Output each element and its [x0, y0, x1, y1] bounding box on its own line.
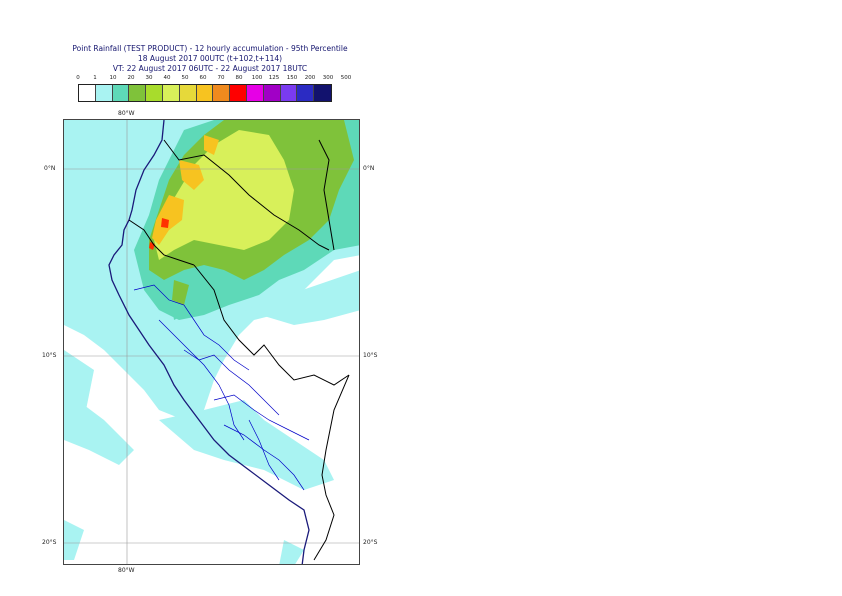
map-title-line3: VT: 22 August 2017 06UTC - 22 August 201…: [112, 64, 308, 73]
legend-tick-labels: 0 1 10 20 30 40 50 60 70 80 100 125 150 …: [0, 75, 842, 85]
legend-swatch-8: [213, 85, 231, 101]
legend-tick: 300: [322, 75, 334, 81]
legend-swatch-10: [246, 85, 264, 101]
legend-swatch-12: [280, 85, 298, 101]
border-ecuador-colombia-peru: [163, 139, 330, 251]
admin-line: [133, 284, 250, 371]
legend-tick: 10: [109, 75, 117, 81]
legend-tick: 200: [304, 75, 316, 81]
legend-swatch-13: [297, 85, 315, 101]
map-title-line1: Point Rainfall (TEST PRODUCT) - 12 hourl…: [72, 44, 348, 53]
longitude-label-bottom: 80°W: [118, 567, 135, 574]
legend-tick: 30: [145, 75, 153, 81]
legend-tick: 20: [127, 75, 135, 81]
rainfall-field-yellow: [154, 130, 294, 260]
rainfall-map: [63, 119, 360, 565]
legend-swatch-6: [179, 85, 197, 101]
legend-tick: 80: [235, 75, 243, 81]
admin-line: [223, 424, 305, 491]
latitude-label-0-left: 0°N: [44, 165, 56, 172]
map-grid: [64, 120, 359, 564]
admin-line: [213, 394, 310, 441]
legend-tick: 70: [217, 75, 225, 81]
admin-boundaries: [133, 284, 310, 491]
latitude-label-10-left: 10°S: [42, 352, 57, 359]
admin-line: [158, 319, 245, 441]
latitude-label-20-right: 20°S: [363, 539, 378, 546]
border-peru-bolivia: [313, 374, 350, 561]
legend-swatch-14: [314, 85, 331, 101]
legend-swatch-0: [79, 85, 96, 101]
legend-swatch-1: [95, 85, 113, 101]
legend-tick: 100: [251, 75, 263, 81]
latitude-label-0-right: 0°N: [363, 165, 375, 172]
legend-swatch-7: [196, 85, 214, 101]
border-ecuador-peru: [128, 219, 195, 266]
legend-swatch-4: [146, 85, 163, 101]
admin-line: [183, 349, 280, 416]
color-legend-bar: [78, 84, 332, 102]
border-peru-brazil: [193, 264, 350, 386]
admin-line: [248, 419, 280, 481]
legend-swatch-9: [230, 85, 247, 101]
latitude-label-20-left: 20°S: [42, 539, 57, 546]
legend-tick: 125: [268, 75, 280, 81]
latitude-label-10-right: 10°S: [363, 352, 378, 359]
map-title-line2: 18 August 2017 00UTC (t+102,t+114): [137, 54, 283, 63]
legend-tick: 40: [163, 75, 171, 81]
legend-tick: 150: [286, 75, 298, 81]
legend-swatch-2: [112, 85, 130, 101]
legend-tick: 50: [181, 75, 189, 81]
rainfall-map-svg: [64, 120, 359, 564]
legend-swatch-5: [162, 85, 180, 101]
coastline: [108, 120, 310, 564]
legend-tick: 0: [76, 75, 80, 81]
legend-swatch-11: [263, 85, 281, 101]
legend-tick: 1: [93, 75, 97, 81]
border-colombia-brazil: [318, 139, 335, 251]
national-borders: [128, 139, 350, 561]
legend-swatch-3: [129, 85, 147, 101]
legend-tick: 60: [199, 75, 207, 81]
longitude-label-top: 80°W: [118, 110, 135, 117]
legend-tick: 500: [340, 75, 352, 81]
